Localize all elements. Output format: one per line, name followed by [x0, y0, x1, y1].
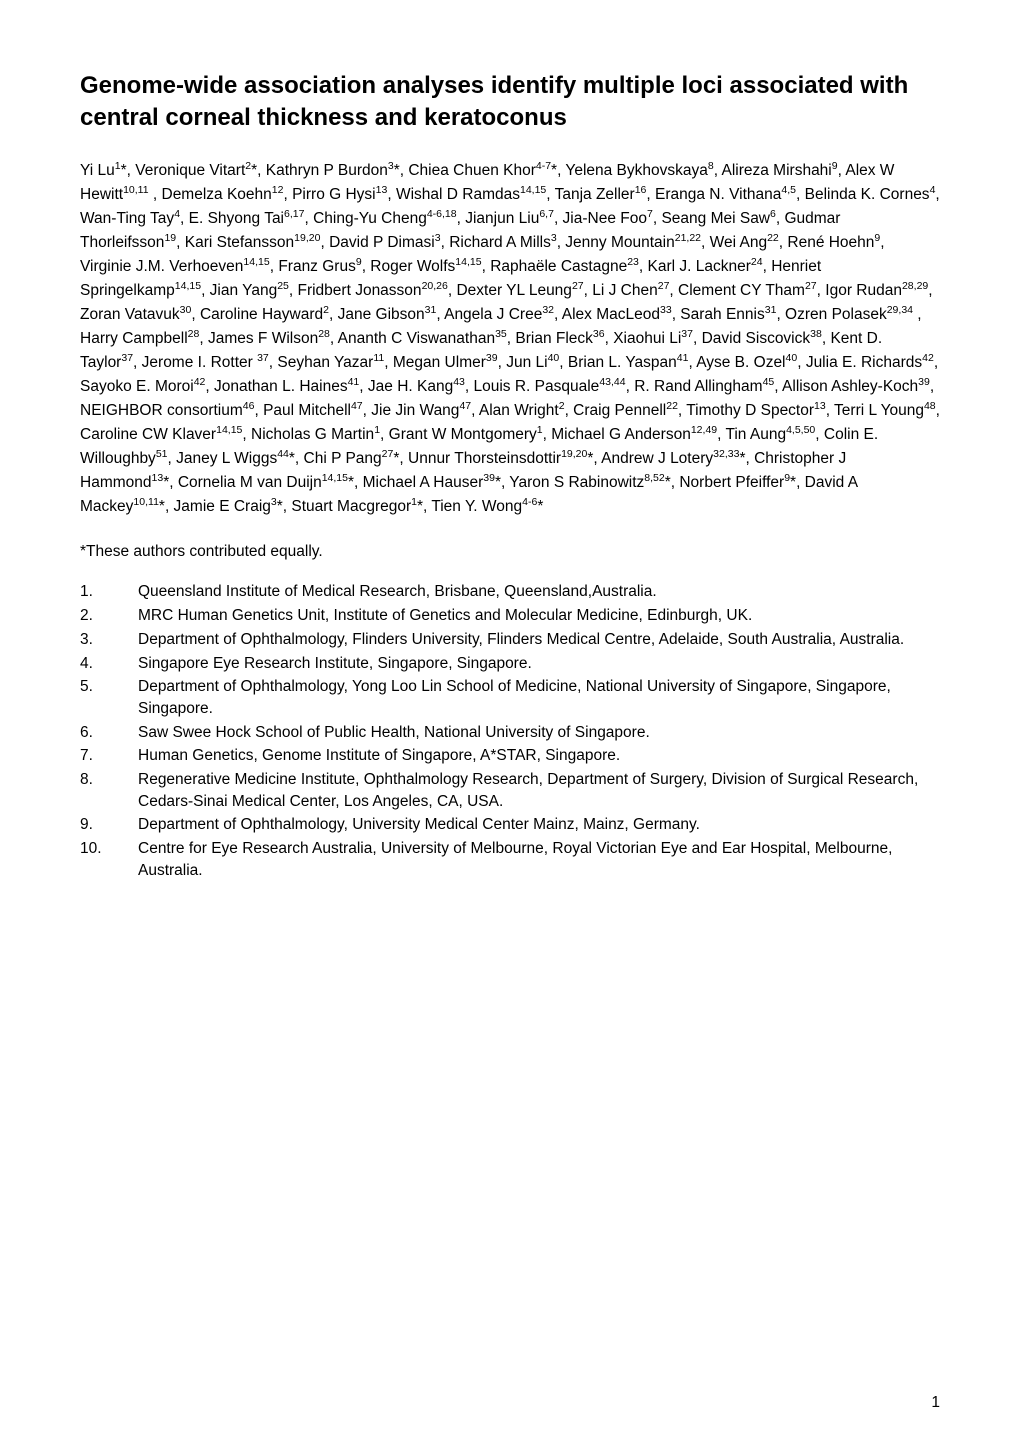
affiliations-list: 1.Queensland Institute of Medical Resear… — [80, 581, 940, 881]
affiliation-number: 3. — [80, 629, 138, 651]
affiliation-text: Regenerative Medicine Institute, Ophthal… — [138, 769, 940, 812]
affiliation-text: MRC Human Genetics Unit, Institute of Ge… — [138, 605, 940, 627]
affiliation-item: 2.MRC Human Genetics Unit, Institute of … — [80, 605, 940, 627]
affiliation-item: 9.Department of Ophthalmology, Universit… — [80, 814, 940, 836]
affiliation-item: 7.Human Genetics, Genome Institute of Si… — [80, 745, 940, 767]
affiliation-number: 5. — [80, 676, 138, 719]
affiliation-text: Department of Ophthalmology, University … — [138, 814, 940, 836]
affiliation-item: 10.Centre for Eye Research Australia, Un… — [80, 838, 940, 881]
affiliation-number: 6. — [80, 722, 138, 744]
affiliation-number: 4. — [80, 653, 138, 675]
affiliation-number: 9. — [80, 814, 138, 836]
affiliation-number: 10. — [80, 838, 138, 881]
author-list: Yi Lu1*, Veronique Vitart2*, Kathryn P B… — [80, 159, 940, 519]
affiliation-number: 7. — [80, 745, 138, 767]
affiliation-text: Department of Ophthalmology, Yong Loo Li… — [138, 676, 940, 719]
equal-contribution-note: *These authors contributed equally. — [80, 541, 940, 563]
affiliation-item: 6.Saw Swee Hock School of Public Health,… — [80, 722, 940, 744]
affiliation-text: Human Genetics, Genome Institute of Sing… — [138, 745, 940, 767]
affiliation-text: Centre for Eye Research Australia, Unive… — [138, 838, 940, 881]
affiliation-item: 3.Department of Ophthalmology, Flinders … — [80, 629, 940, 651]
affiliation-item: 8.Regenerative Medicine Institute, Ophth… — [80, 769, 940, 812]
affiliation-number: 1. — [80, 581, 138, 603]
affiliation-item: 4.Singapore Eye Research Institute, Sing… — [80, 653, 940, 675]
affiliation-number: 8. — [80, 769, 138, 812]
page-number: 1 — [931, 1392, 940, 1414]
affiliation-text: Queensland Institute of Medical Research… — [138, 581, 940, 603]
affiliation-text: Singapore Eye Research Institute, Singap… — [138, 653, 940, 675]
affiliation-text: Department of Ophthalmology, Flinders Un… — [138, 629, 940, 651]
affiliation-item: 5.Department of Ophthalmology, Yong Loo … — [80, 676, 940, 719]
affiliation-item: 1.Queensland Institute of Medical Resear… — [80, 581, 940, 603]
affiliation-number: 2. — [80, 605, 138, 627]
page-title: Genome-wide association analyses identif… — [80, 70, 940, 135]
affiliation-text: Saw Swee Hock School of Public Health, N… — [138, 722, 940, 744]
